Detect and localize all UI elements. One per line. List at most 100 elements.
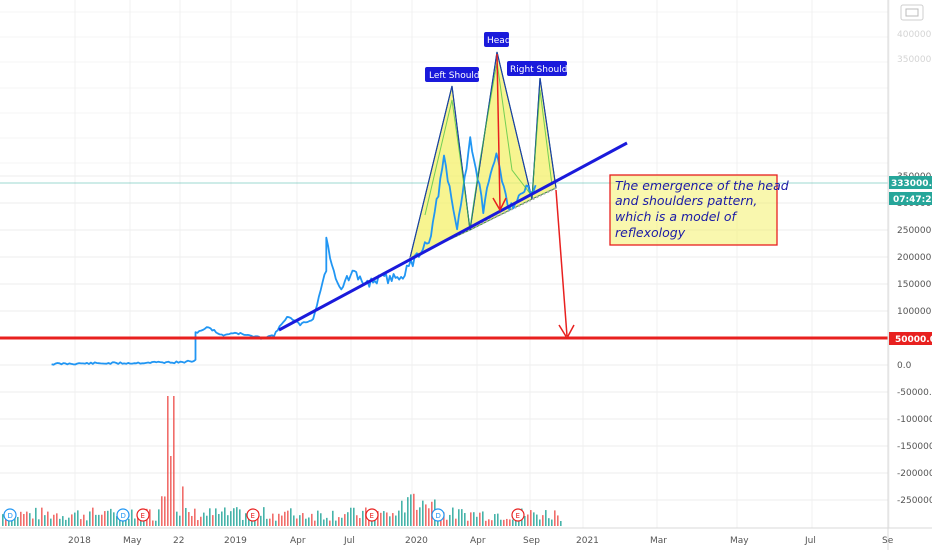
volume-bar [299,515,301,526]
volume-bar [11,519,13,526]
volume-bar [65,519,67,526]
event-marker-circle [116,508,130,522]
volume-bar [317,510,319,526]
volume-bar [17,517,19,526]
volume-bar [329,520,331,526]
volume-bar [272,513,274,526]
volume-bar [419,507,421,526]
volume-bar [206,515,208,526]
dividend-event-marker[interactable]: D [431,508,445,522]
volume-bar [68,517,70,526]
earnings-event-marker[interactable]: E [365,508,379,522]
volume-bar [233,508,235,526]
head-text: Head [487,36,511,46]
volume-bar [164,496,166,526]
volume-bar [239,509,241,526]
volume-bar [413,493,415,526]
left-shoulder-label[interactable]: Left Shoulder [425,67,489,82]
volume-bar [107,510,109,526]
screen-icon [905,8,919,17]
volume-bar [377,511,379,526]
volume-bar [335,520,337,526]
volume-bar [95,514,97,526]
volume-bar [485,520,487,526]
volume-bar [50,518,52,526]
volume-bar [509,519,511,526]
callout-line-4: reflexology [615,225,686,240]
volume-bar [356,515,358,526]
price-tick-label-faded: 350000.0 [897,55,932,65]
time-tick-label: 2019 [224,536,247,546]
volume-bar [104,511,106,526]
volume-bar [185,507,187,526]
time-tick-label: Apr [290,536,306,546]
time-tick-label: Jul [343,536,355,546]
event-marker-circle [136,508,150,522]
volume-bar [323,519,325,526]
volume-bar [455,518,457,526]
volume-bar [128,518,130,526]
volume-bar [140,518,142,526]
neckline-trendline[interactable] [278,141,628,332]
volume-bar [398,510,400,526]
callout-line-3: which is a model of [615,209,738,224]
dividend-event-marker[interactable]: D [116,508,130,522]
price-tick-label: 150000.0 [897,280,932,290]
volume-bar [230,511,232,526]
volume-bar [281,515,283,526]
volume-bar [491,520,493,526]
volume-bar [248,515,250,526]
volume-bar [326,517,328,526]
volume-bar [176,511,178,526]
volume-bar [218,514,220,526]
volume-bar [215,508,217,526]
price-tick-label: 250000.0 [897,226,932,236]
head-measure-arrow[interactable] [496,53,501,209]
earnings-event-marker[interactable]: E [511,508,525,522]
volume-bar [278,513,280,526]
screen-button[interactable] [900,4,924,21]
time-tick-label: 2018 [68,536,91,546]
volume-bar [542,515,544,526]
time-tick-label: Apr [470,536,486,546]
dividend-event-marker[interactable]: D [3,508,17,522]
volume-bar [101,514,103,526]
volume-bar [167,396,169,526]
volume-bar [545,510,547,526]
volume-bar [194,508,196,526]
volume-bar [35,507,37,526]
volume-bar [296,518,298,526]
volume-bar [59,518,61,526]
volume-bar [170,456,172,526]
event-marker-label: E [251,512,255,520]
volume-bar [308,517,310,526]
volume-bar [347,512,349,526]
volume-bar [224,507,226,526]
target-arrow[interactable] [555,189,568,337]
volume-bar [80,519,82,526]
volume-bar [305,518,307,526]
volume-bar [110,508,112,526]
volume-bar [467,520,469,526]
volume-bar [422,500,424,526]
volume-bar [548,518,550,526]
right-shoulder-label[interactable]: Right Shoulder [507,61,577,76]
volume-bar [188,512,190,526]
time-tick-label: Mar [650,536,667,546]
earnings-event-marker[interactable]: E [136,508,150,522]
time-tick-label: May [123,536,142,546]
head-label[interactable]: Head [484,32,511,47]
volume-bar [560,520,562,526]
volume-bar [554,510,556,526]
time-tick-label: 2020 [405,536,428,546]
volume-bar [131,509,133,526]
volume-bar [479,512,481,526]
callout-box[interactable]: The emergence of the head and shoulders … [609,174,789,246]
time-tick-label: Jul [804,536,816,546]
volume-bar [92,507,94,526]
countdown-text: 07:47:29 [893,195,932,205]
volume-bar [191,515,193,526]
event-marker-circle [431,508,445,522]
earnings-event-marker[interactable]: E [246,508,260,522]
